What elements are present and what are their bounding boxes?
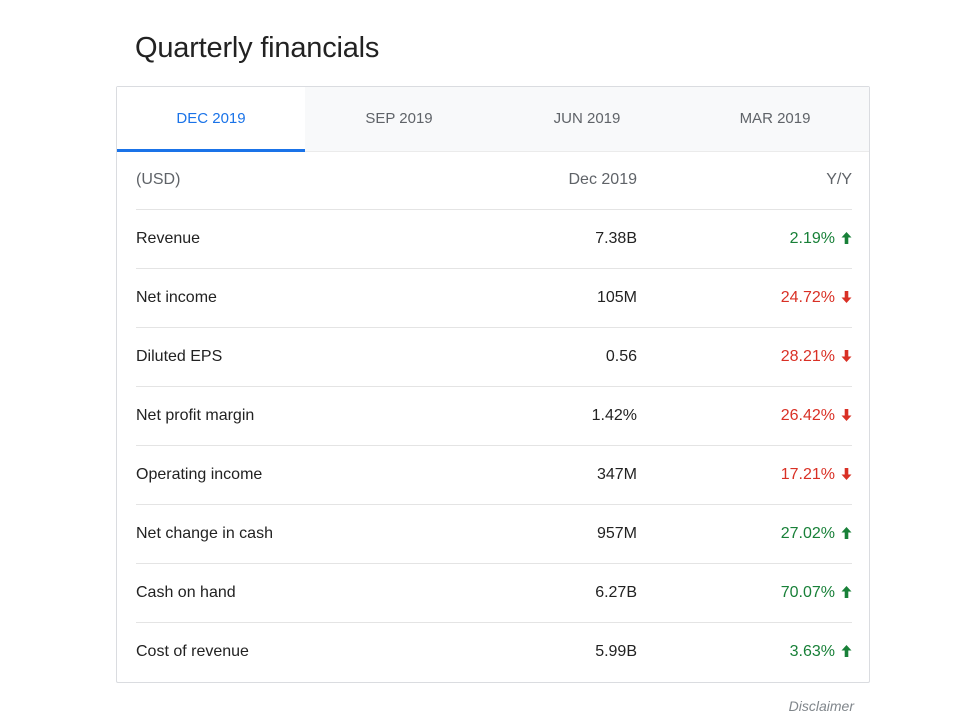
row-value: 1.42% xyxy=(591,407,637,424)
arrow-up-icon xyxy=(841,527,852,539)
arrow-up-icon xyxy=(841,232,852,244)
change-percent: 26.42% xyxy=(780,407,835,424)
row-change: 2.19% xyxy=(790,210,852,268)
table-row: Net profit margin 1.42% 26.42% xyxy=(136,387,852,446)
row-label: Revenue xyxy=(136,230,201,247)
financials-card: DEC 2019 SEP 2019 JUN 2019 MAR 2019 (USD… xyxy=(116,86,870,683)
page-title: Quarterly financials xyxy=(135,32,380,64)
row-change: 27.02% xyxy=(781,505,852,563)
arrow-up-icon xyxy=(841,586,852,598)
currency-label: (USD) xyxy=(136,171,181,188)
change-percent: 28.21% xyxy=(780,348,835,365)
change-header: Y/Y xyxy=(826,171,852,188)
change-percent: 27.02% xyxy=(780,525,835,542)
row-value: 5.99B xyxy=(595,643,637,660)
change-percent: 70.07% xyxy=(780,584,835,601)
tab-dec-2019[interactable]: DEC 2019 xyxy=(117,87,305,152)
table-row: Net income 105M 24.72% xyxy=(136,269,852,328)
row-change: 24.72% xyxy=(781,269,852,327)
row-label: Diluted EPS xyxy=(136,348,223,365)
table-header: (USD) Dec 2019 Y/Y xyxy=(136,151,852,210)
row-label: Cash on hand xyxy=(136,584,236,601)
row-value: 957M xyxy=(596,525,637,542)
row-value: 6.27B xyxy=(595,584,637,601)
table-row: Revenue 7.38B 2.19% xyxy=(136,210,852,269)
row-label: Net profit margin xyxy=(136,407,255,424)
row-label: Net change in cash xyxy=(136,525,273,542)
row-label: Operating income xyxy=(136,466,263,483)
row-change: 28.21% xyxy=(781,328,852,386)
table-row: Diluted EPS 0.56 28.21% xyxy=(136,328,852,387)
quarter-tabs: DEC 2019 SEP 2019 JUN 2019 MAR 2019 xyxy=(117,87,869,152)
change-percent: 24.72% xyxy=(780,289,835,306)
arrow-down-icon xyxy=(841,468,852,480)
arrow-down-icon xyxy=(841,350,852,362)
arrow-down-icon xyxy=(841,291,852,303)
disclaimer-link[interactable]: Disclaimer xyxy=(788,698,854,714)
row-value: 7.38B xyxy=(595,230,637,247)
change-percent: 17.21% xyxy=(780,466,835,483)
tab-sep-2019[interactable]: SEP 2019 xyxy=(365,110,433,127)
row-change: 70.07% xyxy=(781,564,852,622)
row-value: 347M xyxy=(596,466,637,483)
row-change: 17.21% xyxy=(781,446,852,504)
tab-jun-2019[interactable]: JUN 2019 xyxy=(553,110,621,127)
row-label: Cost of revenue xyxy=(136,643,249,660)
table-row: Net change in cash 957M 27.02% xyxy=(136,505,852,564)
arrow-up-icon xyxy=(841,645,852,657)
arrow-down-icon xyxy=(841,409,852,421)
row-label: Net income xyxy=(136,289,217,306)
row-change: 26.42% xyxy=(781,387,852,445)
table-row: Cash on hand 6.27B 70.07% xyxy=(136,564,852,623)
change-percent: 2.19% xyxy=(789,230,835,247)
table-row: Cost of revenue 5.99B 3.63% xyxy=(136,623,852,681)
tab-mar-2019[interactable]: MAR 2019 xyxy=(739,110,811,127)
change-percent: 3.63% xyxy=(789,643,835,660)
row-value: 105M xyxy=(596,289,637,306)
row-change: 3.63% xyxy=(790,623,852,681)
row-value: 0.56 xyxy=(605,348,637,365)
table-row: Operating income 347M 17.21% xyxy=(136,446,852,505)
period-header: Dec 2019 xyxy=(568,171,638,188)
financials-table: (USD) Dec 2019 Y/Y Revenue 7.38B 2.19% N… xyxy=(136,151,852,681)
